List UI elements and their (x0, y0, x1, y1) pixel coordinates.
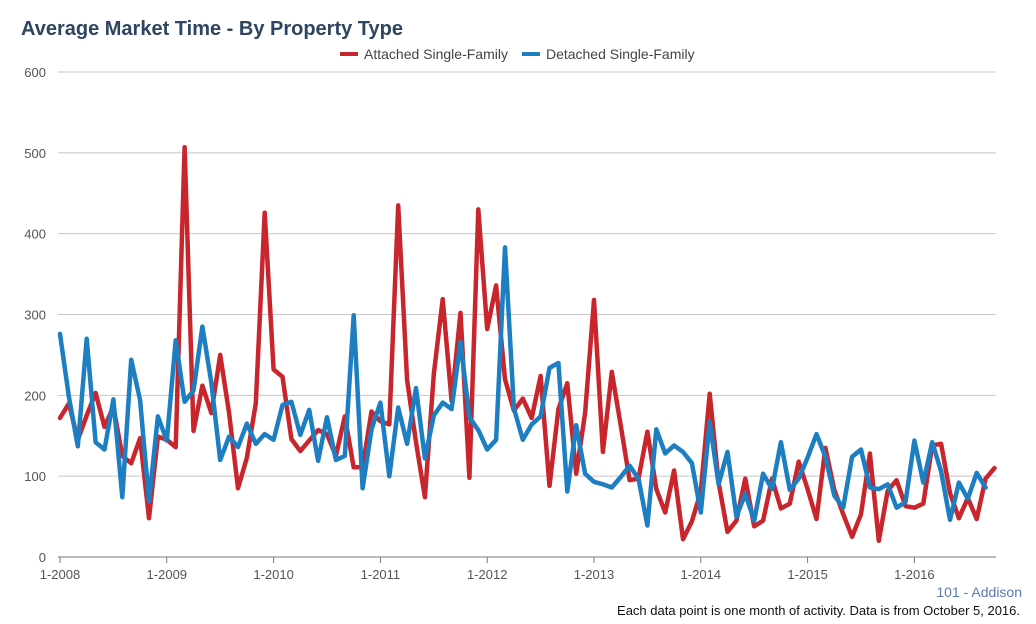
legend-label-attached: Attached Single-Family (364, 46, 508, 62)
legend-item-detached[interactable]: Detached Single-Family (521, 46, 695, 62)
x-tick-label: 1-2011 (361, 567, 401, 582)
series-line-detached[interactable] (57, 245, 988, 528)
x-tick-label: 1-2009 (147, 567, 187, 582)
chart-legend: Attached Single-Family Detached Single-F… (340, 46, 695, 62)
y-tick-label: 400 (24, 227, 46, 242)
y-tick-label: 500 (24, 146, 46, 161)
legend-label-detached: Detached Single-Family (545, 46, 695, 62)
y-axis-ticks: 0 100 200 300 400 500 600 (24, 65, 46, 565)
legend-swatch-attached (340, 52, 358, 56)
chart-title: Average Market Time - By Property Type (21, 18, 403, 40)
x-tick-label: 1-2012 (467, 567, 507, 582)
x-axis: 1-2008 1-2009 1-2010 1-2011 1-2012 1-2013 1-20… (40, 556, 996, 582)
x-tick-label: 1-2016 (894, 567, 934, 582)
x-tick-label: 1-2008 (40, 567, 80, 582)
y-tick-label: 300 (24, 308, 46, 323)
region-label: 101 - Addison (936, 584, 1022, 600)
x-tick-label: 1-2013 (574, 567, 614, 582)
y-tick-label: 0 (39, 550, 46, 565)
footnote: Each data point is one month of activity… (617, 603, 1020, 618)
y-tick-label: 100 (24, 469, 46, 484)
x-tick-label: 1-2015 (787, 567, 827, 582)
series-lines (57, 144, 997, 544)
gridlines (58, 71, 996, 558)
y-tick-label: 200 (24, 388, 46, 403)
x-tick-label: 1-2014 (681, 567, 721, 582)
y-tick-label: 600 (24, 65, 46, 80)
legend-swatch-detached (521, 52, 540, 56)
legend-item-attached[interactable]: Attached Single-Family (340, 46, 508, 62)
x-tick-label: 1-2010 (253, 567, 293, 582)
